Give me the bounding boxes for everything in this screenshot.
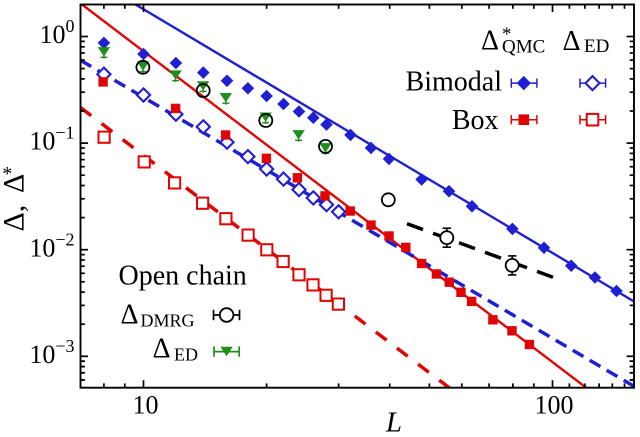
svg-text:*: * — [502, 24, 512, 45]
svg-text:ED: ED — [584, 36, 609, 57]
svg-text:Δ: Δ — [563, 26, 581, 57]
svg-text:100: 100 — [535, 391, 574, 420]
svg-text:ED: ED — [174, 345, 198, 365]
svg-text:Δ,: Δ, — [0, 205, 31, 232]
svg-text:QMC: QMC — [502, 37, 545, 58]
svg-text:Δ: Δ — [481, 26, 499, 57]
svg-text:10−2: 10−2 — [29, 229, 74, 262]
svg-text:Δ: Δ — [153, 334, 171, 365]
svg-text:10: 10 — [133, 391, 159, 420]
svg-text:Δ: Δ — [121, 300, 139, 331]
svg-text:L: L — [385, 407, 402, 437]
svg-text:Δ: Δ — [0, 174, 31, 193]
svg-text:Open chain: Open chain — [119, 261, 247, 292]
svg-text:Bimodal: Bimodal — [406, 67, 503, 98]
svg-text:Box: Box — [452, 105, 499, 136]
svg-text:*: * — [2, 163, 12, 185]
svg-text:DMRG: DMRG — [141, 311, 195, 331]
